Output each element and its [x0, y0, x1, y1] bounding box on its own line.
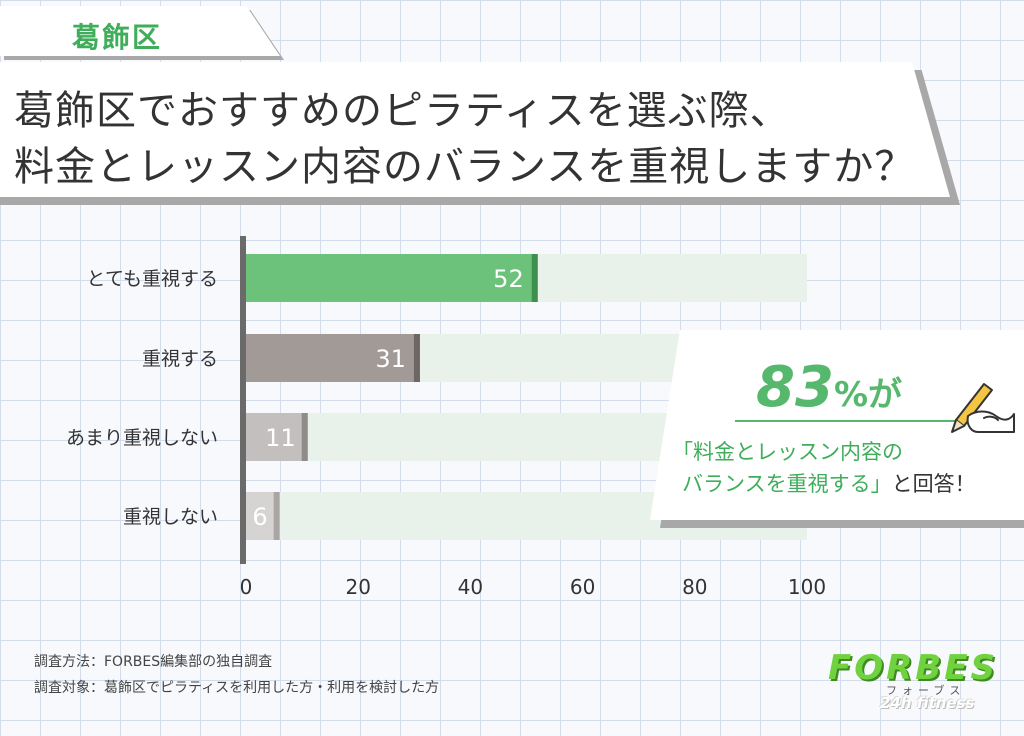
- callout-text-line-2: バランスを重視する」と回答！: [682, 468, 976, 498]
- title-line-2: 料金とレッスン内容のバランスを重視しますか？: [14, 144, 916, 190]
- logo-sub-text: 24h fitness: [880, 694, 975, 712]
- bar-1: [246, 334, 420, 382]
- callout-percent-unit: %: [833, 375, 869, 415]
- region-tag-label: 葛飾区: [72, 21, 163, 54]
- x-tick-label-3: 60: [570, 575, 595, 599]
- callout-headline: 83%が: [756, 355, 902, 420]
- callout-percent-number: 83: [756, 355, 834, 420]
- survey-target-note: 調査対象：葛飾区でピラティスを利用した方・利用を検討した方: [34, 680, 440, 696]
- x-tick-label-1: 20: [345, 575, 370, 599]
- bar-value-label-3: 6: [252, 503, 267, 531]
- title-line-1: 葛飾区でおすすめのピラティスを選ぶ際、: [14, 88, 791, 134]
- logo-kana-text: フォーブス: [886, 684, 966, 697]
- region-tag-background: [0, 6, 280, 56]
- x-tick-label-4: 80: [682, 575, 707, 599]
- category-label-1: 重視する: [142, 348, 218, 370]
- y-axis-line: [240, 236, 246, 564]
- bar-edge-0: [531, 254, 538, 302]
- bar-2: [246, 413, 308, 461]
- category-label-0: とても重視する: [87, 268, 218, 290]
- callout-text-line-1: 「料金とレッスン内容の: [672, 440, 903, 464]
- region-tag: 葛飾区: [0, 6, 290, 64]
- callout-text-highlight: バランスを重視する」: [682, 472, 892, 496]
- bar-edge-2: [301, 413, 308, 461]
- forbes-logo: FORBES フォーブス 24h fitness: [828, 648, 1018, 718]
- category-label-3: 重視しない: [123, 506, 218, 528]
- logo-main-text: FORBES: [828, 648, 998, 688]
- bar-value-label-1: 31: [375, 345, 406, 373]
- x-tick-label-5: 100: [788, 575, 826, 599]
- hand-pencil-icon: [951, 383, 1015, 433]
- x-tick-label-0: 0: [240, 575, 253, 599]
- bar-value-label-0: 52: [493, 265, 524, 293]
- callout-underline: [735, 420, 955, 422]
- survey-method-note: 調査方法：FORBES編集部の独自調査: [34, 654, 273, 670]
- title-box: 葛飾区でおすすめのピラティスを選ぶ際、 料金とレッスン内容のバランスを重視します…: [0, 62, 950, 197]
- x-tick-label-2: 40: [458, 575, 483, 599]
- callout-suffix: が: [868, 375, 903, 415]
- bar-edge-3: [273, 492, 280, 540]
- callout-text-rest: と回答！: [891, 472, 976, 496]
- bar-edge-1: [413, 334, 420, 382]
- category-label-2: あまり重視しない: [66, 427, 218, 449]
- bar-0: [246, 254, 538, 302]
- bar-value-label-2: 11: [265, 424, 296, 452]
